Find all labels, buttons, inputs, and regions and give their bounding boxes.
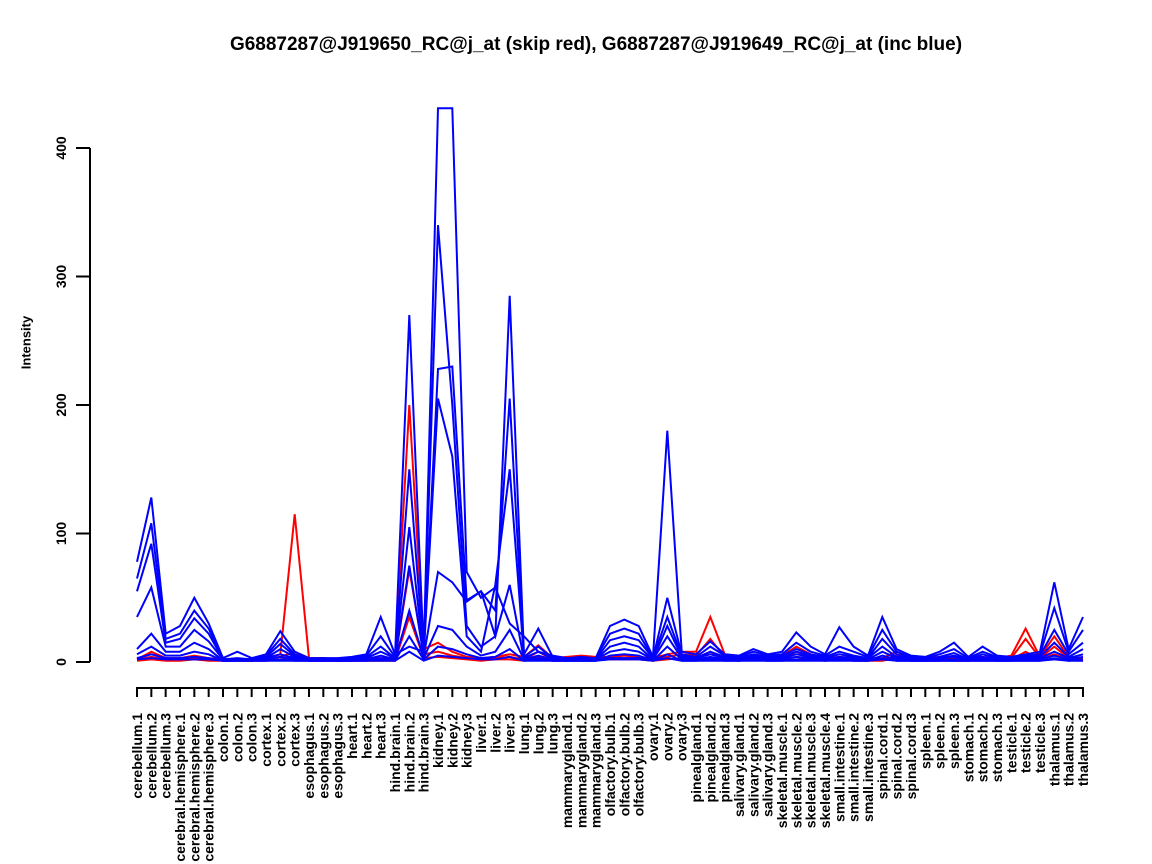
x-tick-label: spleen.3 <box>946 713 962 769</box>
x-tick-label: colon.3 <box>244 713 260 762</box>
x-tick-label: esophagus.1 <box>301 713 317 799</box>
x-tick-label: stomach.2 <box>975 713 991 782</box>
x-tick-label: olfactory.bulb.3 <box>631 713 647 816</box>
x-tick-label: lung.2 <box>530 713 546 754</box>
x-tick-label: hind.brain.2 <box>401 713 417 793</box>
x-tick-label: cerebellum.2 <box>143 713 159 799</box>
x-tick-label: colon.2 <box>229 713 245 762</box>
x-tick-label: small.intestine.2 <box>846 713 862 822</box>
x-tick-label: testicle.3 <box>1032 713 1048 773</box>
x-tick-label: spinal.cord.2 <box>889 713 905 800</box>
x-tick-label: thalamus.2 <box>1061 713 1077 786</box>
x-tick-label: cortex.3 <box>287 713 303 767</box>
x-tick-label: mammarygland.2 <box>573 713 589 828</box>
x-tick-label: kidney.3 <box>459 713 475 768</box>
series-line-inc <box>136 107 1084 660</box>
x-tick-label: cortex.2 <box>272 713 288 767</box>
x-tick-label: esophagus.3 <box>330 713 346 799</box>
y-tick-label: 300 <box>53 265 69 289</box>
x-tick-label: spinal.cord.1 <box>874 713 890 800</box>
x-tick-label: cortex.1 <box>258 713 274 767</box>
x-tick-label: olfactory.bulb.1 <box>602 713 618 816</box>
series-lines <box>136 107 1084 662</box>
x-tick-label: olfactory.bulb.2 <box>616 713 632 816</box>
x-tick-label: testicle.1 <box>1003 713 1019 773</box>
x-tick-label: liver.1 <box>473 713 489 753</box>
x-tick-label: salivary.gland.3 <box>760 713 776 817</box>
series-line-inc <box>136 365 1084 661</box>
x-tick-label: cerebral.hemisphere.3 <box>201 713 217 862</box>
x-tick-label: colon.1 <box>215 713 231 762</box>
y-tick-label: 200 <box>53 393 69 417</box>
y-tick-label: 100 <box>53 522 69 546</box>
series-line-skip <box>136 404 1084 661</box>
x-tick-label: spinal.cord.3 <box>903 713 919 800</box>
x-tick-label: thalamus.3 <box>1075 713 1091 786</box>
x-tick-label: ovary.1 <box>645 713 661 761</box>
x-tick-label: ovary.2 <box>659 713 675 761</box>
x-tick-label: skeletal.muscle.1 <box>774 713 790 828</box>
x-tick-label: liver.2 <box>487 713 503 753</box>
x-tick-label: thalamus.1 <box>1046 713 1062 786</box>
x-tick-label: cerebellum.3 <box>158 713 174 799</box>
x-tick-label: liver.3 <box>502 713 518 753</box>
x-tick-label: lung.1 <box>516 713 532 754</box>
x-tick-label: stomach.1 <box>960 713 976 782</box>
x-tick-label: kidney.2 <box>444 713 460 768</box>
x-tick-label: lung.3 <box>545 713 561 754</box>
x-tick-label: ovary.3 <box>674 713 690 761</box>
x-axis: cerebellum.1cerebellum.2cerebellum.3cere… <box>129 687 1091 862</box>
x-tick-label: hind.brain.3 <box>416 713 432 793</box>
x-tick-label: pinealgland.3 <box>717 713 733 803</box>
x-tick-label: salivary.gland.2 <box>745 713 761 817</box>
series-line-inc <box>136 650 1083 662</box>
y-axis: 0 100 200 300 400 <box>53 136 91 666</box>
x-tick-label: esophagus.2 <box>315 713 331 799</box>
y-tick-label: 0 <box>53 658 69 666</box>
chart-title: G6887287@J919650_RC@j_at (skip red), G68… <box>229 34 963 55</box>
x-tick-label: cerebral.hemisphere.2 <box>186 713 202 862</box>
x-tick-label: pinealgland.2 <box>702 713 718 803</box>
x-tick-label: hind.brain.1 <box>387 713 403 793</box>
series-line-inc <box>136 398 1084 662</box>
x-tick-label: heart.2 <box>358 713 374 759</box>
x-tick-label: small.intestine.3 <box>860 713 876 822</box>
x-tick-label: spleen.1 <box>917 713 933 769</box>
x-tick-label: heart.3 <box>373 713 389 759</box>
x-tick-label: heart.1 <box>344 713 360 759</box>
x-tick-label: skeletal.muscle.4 <box>817 713 833 828</box>
x-tick-label: mammarygland.3 <box>588 713 604 828</box>
x-tick-label: mammarygland.1 <box>559 713 575 828</box>
x-tick-label: kidney.1 <box>430 713 446 768</box>
y-tick-label: 400 <box>53 136 69 160</box>
x-tick-label: testicle.2 <box>1018 713 1034 773</box>
x-tick-label: cerebellum.1 <box>129 713 145 799</box>
series-line-inc <box>136 225 1084 661</box>
x-tick-label: salivary.gland.1 <box>731 713 747 817</box>
x-tick-label: small.intestine.1 <box>831 713 847 822</box>
x-tick-label: spleen.2 <box>932 713 948 769</box>
x-tick-label: cerebral.hemisphere.1 <box>172 713 188 862</box>
x-tick-label: stomach.3 <box>989 713 1005 782</box>
x-tick-label: skeletal.muscle.3 <box>803 713 819 828</box>
x-tick-label: skeletal.muscle.2 <box>788 713 804 828</box>
x-tick-label: pinealgland.1 <box>688 713 704 803</box>
